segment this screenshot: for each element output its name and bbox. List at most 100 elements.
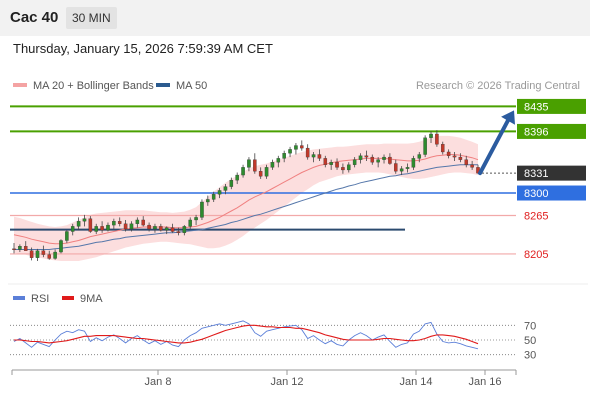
level-label: 8205 (524, 249, 548, 261)
candle (440, 144, 445, 153)
candle (147, 224, 151, 230)
bollinger-band-fill (14, 135, 478, 261)
candle (65, 231, 69, 241)
candle (370, 156, 375, 163)
legend-bollinger-swatch (13, 83, 27, 88)
rsi-legend-rsi: RSI (13, 293, 49, 305)
level-label-box (517, 185, 586, 201)
candle (182, 226, 187, 233)
x-tick-label: Jan 8 (144, 376, 172, 388)
candle (229, 180, 234, 187)
legend-bollinger: MA 20 + Bollinger Bands (13, 80, 154, 92)
legend-ma50-swatch (156, 83, 170, 88)
candle (59, 240, 63, 253)
rsi-tick-label: 30 (524, 350, 536, 362)
candle (117, 221, 122, 224)
symbol-title: Cac 40 (10, 9, 59, 26)
candle (200, 201, 204, 218)
candle (388, 156, 392, 164)
candle (76, 221, 81, 227)
candle (164, 227, 169, 231)
candle (123, 223, 128, 230)
candle (411, 158, 416, 168)
legend-ma50: MA 50 (156, 80, 207, 92)
candle (188, 219, 192, 227)
credit-text: Research © 2026 Trading Central (415, 80, 580, 92)
candle (106, 224, 110, 231)
candle (282, 153, 286, 159)
candle (153, 226, 157, 230)
candle (311, 154, 316, 158)
candle (29, 250, 34, 258)
rsi-legend-rsi-swatch (13, 296, 25, 301)
rsi-tick-label: 50 (524, 335, 536, 347)
top-bar: Cac 40 30 MIN (0, 0, 590, 36)
level-label-box (517, 123, 586, 139)
candle (464, 159, 469, 165)
timeframe-badge[interactable]: 30 MIN (66, 7, 117, 29)
rsi-line (13, 320, 479, 350)
candle (241, 167, 245, 176)
level-label: 8331 (524, 168, 548, 180)
candle (446, 151, 451, 156)
candle (364, 155, 369, 158)
ma50-line (14, 164, 478, 250)
candle (335, 162, 339, 168)
candle (300, 145, 304, 149)
candle (435, 133, 439, 145)
candle (258, 171, 263, 177)
candle (470, 164, 474, 168)
candle (82, 218, 87, 222)
candle (452, 155, 457, 158)
candle (394, 163, 398, 172)
level-label: 8300 (524, 188, 548, 200)
candle (429, 133, 433, 138)
forecast-arrow (478, 118, 510, 176)
candle (347, 164, 351, 171)
candle (294, 145, 298, 150)
level-label: 8265 (524, 210, 548, 222)
rsi-legend-ma9-swatch (62, 296, 74, 301)
candle (159, 226, 163, 231)
candle (100, 226, 104, 231)
candle (18, 246, 22, 250)
level-label: 8435 (524, 101, 548, 113)
level-label-box (517, 165, 586, 181)
candle (417, 154, 422, 159)
candle (329, 162, 333, 165)
candle (35, 250, 40, 258)
ma20-line (13, 154, 479, 245)
candle (382, 156, 386, 160)
candle (358, 155, 363, 160)
candle (223, 186, 228, 191)
x-tick-label: Jan 16 (468, 376, 502, 388)
candle (12, 248, 16, 250)
rsi-ma9-line (14, 324, 479, 345)
candle (341, 167, 345, 171)
level-label-box (517, 98, 586, 114)
forecast-arrowhead (501, 110, 515, 125)
candle (194, 217, 198, 221)
candle (135, 219, 140, 224)
candle (170, 227, 175, 232)
candle (253, 159, 257, 172)
candle (129, 223, 134, 230)
candle (352, 159, 357, 165)
rsi-legend-ma9: 9MA (62, 293, 103, 305)
candle (423, 137, 427, 155)
candle (288, 149, 292, 154)
candle (276, 158, 281, 163)
candle (176, 231, 181, 233)
candle (458, 156, 463, 160)
candle (141, 219, 145, 226)
level-label: 8396 (524, 126, 548, 138)
x-tick-label: Jan 14 (399, 376, 433, 388)
candle (217, 190, 222, 195)
timestamp: Thursday, January 15, 2026 7:59:39 AM CE… (13, 41, 273, 56)
candle (317, 154, 322, 159)
candle (53, 251, 57, 259)
candle (47, 254, 52, 259)
candle (305, 147, 310, 158)
candle (211, 194, 216, 200)
